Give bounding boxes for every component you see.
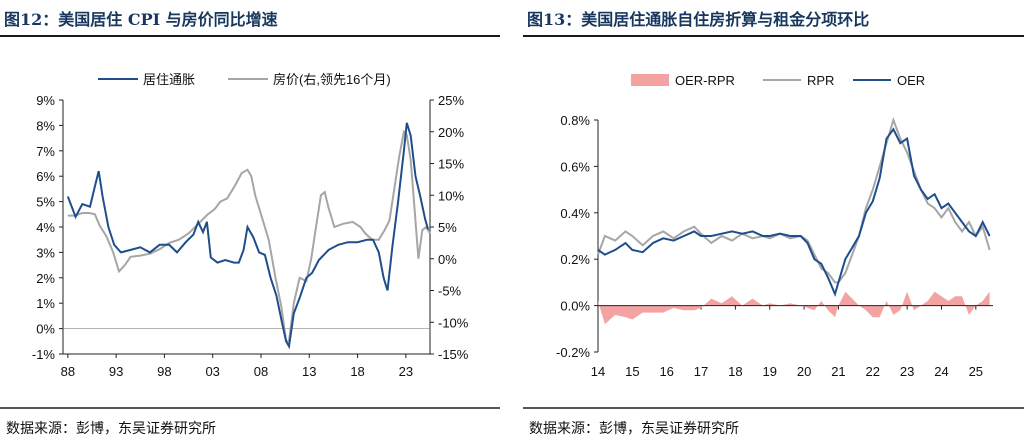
y-right-tick-label: 20% [438,125,464,140]
y-left-tick-label: 2% [36,271,55,286]
y-right-tick-label: 5% [438,220,457,235]
y-tick-label: -0.2% [556,345,590,360]
x-tick-label: 25 [969,364,983,379]
series-line-hpi [67,129,431,343]
y-left-tick-label: 0% [36,322,55,337]
chart-panel-left: 图12：美国居住 CPI 与房价同比增速 -1% 0% 1% 2% 3% 4% 5% 6% 7%… [0,0,500,445]
oer-rpr-mom-chart: -0.2% 0.0% 0.2% 0.4% 0.6% 0.8% 14 15 16 17 18 19 20 2… [556,73,993,379]
y-left-tick-label: -1% [32,347,56,362]
y-right-tick-label: -10% [438,315,469,330]
x-tick-label: 93 [109,364,123,379]
y-right-tick-label: -5% [438,284,462,299]
title-divider [523,35,1024,37]
source-divider [523,407,1024,409]
x-tick-label: 14 [591,364,605,379]
x-tick-label: 23 [399,364,413,379]
y-right-tick-label: 25% [438,93,464,108]
y-left-tick-label: 4% [36,220,55,235]
x-tick-label: 22 [866,364,880,379]
x-tick-label: 19 [763,364,777,379]
x-tick-label: 98 [157,364,171,379]
legend-label-shelter-cpi: 居住通胀 [143,72,195,87]
x-tick-label: 17 [694,364,708,379]
y-left-tick-label: 7% [36,144,55,159]
legend-label-rpr: RPR [807,73,834,88]
shelter-cpi-vs-hpi-chart: -1% 0% 1% 2% 3% 4% 5% 6% 7% 8% 9% -15% -10% -5% 0% 5% 10… [32,72,469,379]
y-tick-label: 0.6% [560,159,590,174]
chart-panel-right: 图13：美国居住通胀自住房折算与租金分项环比 -0.2% 0.0% 0.2% 0.4%… [523,0,1024,445]
title-divider [0,35,500,37]
y-left-tick-label: 9% [36,93,55,108]
x-tick-label: 88 [61,364,75,379]
x-tick-label: 24 [934,364,948,379]
series-line-oer [597,127,991,297]
y-left-tick-label: 6% [36,169,55,184]
x-tick-label: 13 [302,364,316,379]
series-line-rpr [597,116,991,284]
source-note: 数据来源：彭博，东吴证券研究所 [6,421,216,437]
y-tick-label: 0.0% [560,299,590,314]
y-right-tick-label: 10% [438,188,464,203]
y-left-tick-label: 1% [36,296,55,311]
y-left-tick-label: 3% [36,245,55,260]
series-line-shelter-cpi [66,122,430,350]
y-left-tick-label: 8% [36,118,55,133]
y-tick-label: 0.8% [560,113,590,128]
legend-swatch-oer-minus-rpr [631,74,669,86]
x-tick-label: 03 [205,364,219,379]
x-tick-label: 23 [900,364,914,379]
source-note: 数据来源：彭博，东吴证券研究所 [529,421,739,437]
x-tick-label: 18 [350,364,364,379]
y-right-tick-label: 15% [438,157,464,172]
x-tick-label: 21 [831,364,845,379]
legend-label-oer-minus-rpr: OER-RPR [675,73,735,88]
x-tick-label: 08 [254,364,268,379]
x-tick-label: 16 [659,364,673,379]
x-tick-label: 18 [728,364,742,379]
series-area-oer-minus-rpr [598,291,990,325]
y-right-tick-label: -15% [438,347,469,362]
source-divider [0,407,500,409]
y-tick-label: 0.4% [560,206,590,221]
y-right-tick-label: 0% [438,252,457,267]
legend-label-hpi: 房价(右,领先16个月) [273,72,391,87]
chart-title: 图13：美国居住通胀自住房折算与租金分项环比 [527,10,870,29]
y-left-tick-label: 5% [36,195,55,210]
x-tick-label: 15 [625,364,639,379]
x-tick-label: 20 [797,364,811,379]
y-tick-label: 0.2% [560,252,590,267]
legend-label-oer: OER [897,73,925,88]
chart-title: 图12：美国居住 CPI 与房价同比增速 [4,10,278,29]
